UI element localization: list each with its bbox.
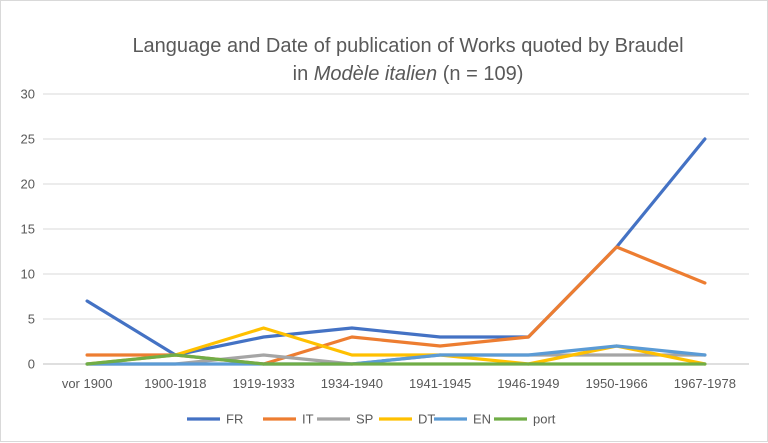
x-tick-label: 1967-1978 — [674, 376, 736, 391]
x-tick-label: 1900-1918 — [144, 376, 206, 391]
x-tick-label: 1919-1933 — [233, 376, 295, 391]
y-tick-label: 20 — [21, 177, 35, 192]
series-line-fr — [85, 137, 707, 357]
legend-label-port: port — [533, 412, 556, 427]
chart-title-line2: in Modèle italien (n = 109) — [293, 63, 524, 85]
y-tick-label: 0 — [28, 357, 35, 372]
x-tick-label: 1934-1940 — [321, 376, 383, 391]
x-tick-label: vor 1900 — [62, 376, 113, 391]
gridlines — [43, 93, 749, 365]
y-axis-ticks: 0 5 10 15 20 25 30 — [21, 87, 35, 372]
legend-label-sp: SP — [356, 412, 373, 427]
y-tick-label: 15 — [21, 222, 35, 237]
x-tick-label: 1941-1945 — [409, 376, 471, 391]
chart-title-prefix: in — [293, 63, 314, 85]
y-tick-label: 10 — [21, 267, 35, 282]
y-tick-label: 5 — [28, 312, 35, 327]
legend-label-dt: DT — [418, 412, 435, 427]
legend-label-it: IT — [302, 412, 314, 427]
x-tick-label: 1946-1949 — [497, 376, 559, 391]
legend: FR IT SP DT EN port — [187, 412, 556, 427]
series-line-en — [85, 344, 707, 366]
x-axis-ticks: vor 1900 1900-1918 1919-1933 1934-1940 1941-… — [62, 376, 736, 391]
y-tick-label: 30 — [21, 87, 35, 102]
legend-label-en: EN — [473, 412, 491, 427]
legend-label-fr: FR — [226, 412, 243, 427]
series-line-port — [85, 353, 707, 366]
chart-title-italic: Modèle italien — [314, 63, 437, 85]
series-lines — [85, 137, 707, 366]
y-tick-label: 25 — [21, 132, 35, 147]
chart-title-line1: Language and Date of publication of Work… — [132, 35, 683, 57]
x-tick-label: 1950-1966 — [586, 376, 648, 391]
chart-title-suffix: (n = 109) — [437, 63, 523, 85]
